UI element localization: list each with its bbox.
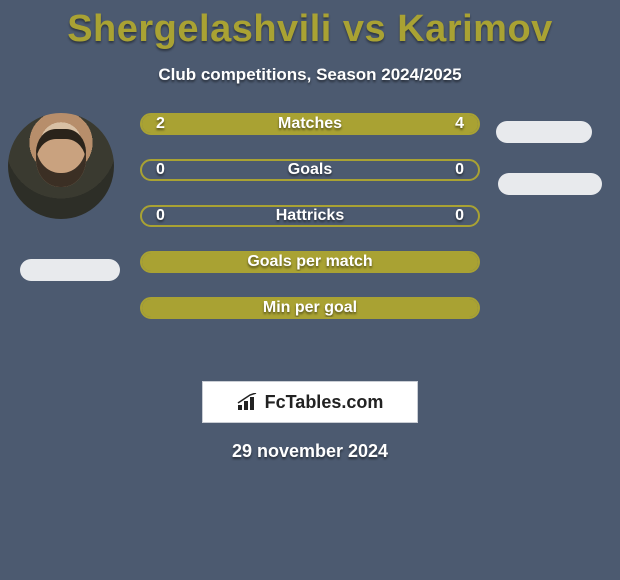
stat-label: Goals [288,161,332,179]
stat-bar: Min per goal [140,297,480,319]
brand-badge: FcTables.com [202,381,418,423]
player-right-name-pill [496,121,592,143]
stat-label: Goals per match [247,253,372,271]
page-title: Shergelashvili vs Karimov [0,0,620,51]
brand-icon [237,393,259,411]
stat-bars: 2 4 Matches 0 0 Goals 0 0 Hattricks Goals per mat… [140,113,480,319]
subtitle: Club competitions, Season 2024/2025 [0,65,620,85]
comparison-panel: 2 4 Matches 0 0 Goals 0 0 Hattricks Goals per mat… [0,113,620,363]
stat-value-left: 2 [156,115,165,133]
brand-text: FcTables.com [265,392,384,413]
stat-value-right: 4 [455,115,464,133]
stat-label: Matches [278,115,342,133]
date-label: 29 november 2024 [0,441,620,462]
player-left-avatar [8,113,114,219]
stat-bar: Goals per match [140,251,480,273]
stat-label: Min per goal [263,299,357,317]
stat-bar: 0 0 Goals [140,159,480,181]
player-left-name-pill [20,259,120,281]
player-right-name-pill-2 [498,173,602,195]
stat-label: Hattricks [276,207,344,225]
stat-bar: 0 0 Hattricks [140,205,480,227]
stat-value-right: 0 [455,161,464,179]
stat-value-left: 0 [156,207,165,225]
stat-value-left: 0 [156,161,165,179]
stat-bar: 2 4 Matches [140,113,480,135]
stat-value-right: 0 [455,207,464,225]
